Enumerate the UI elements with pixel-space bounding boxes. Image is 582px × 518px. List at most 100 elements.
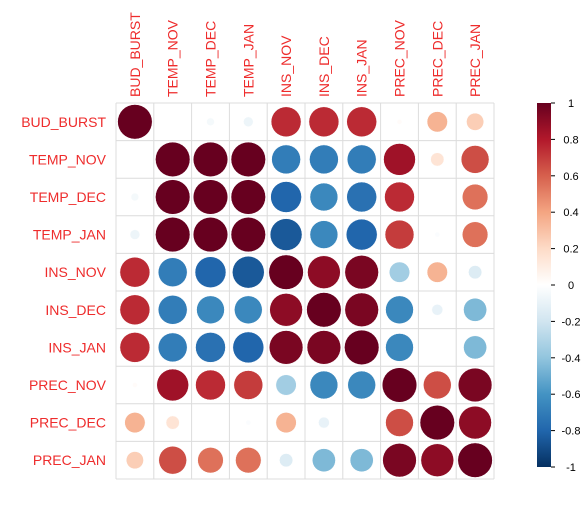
column-label: INS_DEC: [316, 36, 332, 97]
correlation-circle-ins_nov-ins_dec: [307, 255, 341, 289]
correlation-circle-prec_jan-ins_dec: [312, 448, 336, 473]
colorbar-tick-label: -0.4: [562, 353, 581, 365]
correlation-circles: [117, 104, 493, 478]
correlation-circle-prec_jan-prec_nov: [382, 443, 417, 478]
correlation-circle-bud_burst-prec_nov: [396, 119, 403, 125]
correlation-circle-prec_jan-temp_nov: [158, 446, 187, 475]
row-label: PREC_DEC: [30, 415, 106, 431]
correlation-circle-temp_dec-ins_jan: [346, 181, 377, 213]
correlation-circle-temp_nov-ins_nov: [271, 144, 301, 175]
correlation-circle-ins_nov-prec_dec: [426, 261, 448, 283]
correlation-circle-temp_nov-prec_jan: [460, 145, 490, 174]
correlation-circle-ins_dec-prec_jan: [463, 297, 487, 322]
correlation-circle-temp_nov-temp_dec: [192, 141, 229, 177]
column-label: BUD_BURST: [127, 12, 143, 97]
column-label: TEMP_JAN: [240, 24, 256, 97]
correlation-circle-temp_jan-bud_burst: [129, 229, 141, 240]
correlation-circle-temp_dec-temp_jan: [230, 179, 266, 215]
correlation-circle-temp_nov-temp_jan: [230, 141, 266, 177]
column-label: PREC_NOV: [392, 19, 408, 97]
colorbar-gradient: [537, 103, 551, 467]
colorbar-ticks: 1 0.8 0.6 0.4 0.2 0 -0.2 -0.4 -0.6 -0.8 -1: [551, 98, 580, 474]
column-label: PREC_DEC: [429, 21, 445, 97]
correlation-circle-temp_jan-temp_jan: [230, 217, 266, 253]
correlation-circle-ins_jan-prec_jan: [463, 335, 487, 360]
correlation-circle-ins_jan-temp_nov: [157, 332, 188, 363]
correlation-circle-temp_jan-temp_dec: [192, 217, 229, 253]
correlation-circle-temp_jan-ins_dec: [309, 220, 339, 249]
correlation-circle-ins_dec-ins_dec: [306, 292, 342, 328]
correlation-circle-ins_nov-prec_nov: [389, 261, 410, 283]
row-label: BUD_BURST: [21, 114, 106, 130]
correlation-circle-prec_nov-temp_dec: [195, 369, 226, 401]
correlation-circle-prec_nov-bud_burst: [132, 382, 138, 388]
colorbar-tick-label: 0: [568, 280, 574, 292]
correlation-circle-temp_dec-ins_dec: [309, 182, 339, 212]
correlation-circle-prec_jan-temp_jan: [235, 447, 262, 474]
correlation-circle-prec_nov-ins_nov: [275, 374, 297, 396]
row-label: TEMP_JAN: [33, 227, 106, 243]
column-label: PREC_JAN: [467, 24, 483, 97]
column-label: TEMP_NOV: [165, 19, 181, 97]
row-label: PREC_NOV: [29, 377, 107, 393]
correlation-circle-ins_nov-temp_jan: [232, 256, 265, 289]
row-label: PREC_JAN: [33, 452, 106, 468]
correlation-circle-prec_nov-prec_dec: [423, 370, 452, 400]
row-label: INS_NOV: [45, 264, 107, 280]
correlation-circle-temp_dec-prec_jan: [462, 183, 489, 211]
correlation-circle-ins_jan-ins_dec: [306, 330, 342, 365]
correlation-circle-ins_nov-ins_nov: [268, 254, 304, 290]
colorbar-tick-label: -0.2: [562, 316, 581, 328]
row-labels: BUD_BURST TEMP_NOV TEMP_DEC TEMP_JAN INS_NOV…: [21, 114, 106, 468]
colorbar: 1 0.8 0.6 0.4 0.2 0 -0.2 -0.4 -0.6 -0.8 -1: [537, 98, 580, 474]
correlation-circle-ins_jan-temp_dec: [195, 332, 226, 363]
correlation-circle-ins_jan-ins_jan: [344, 329, 380, 365]
row-label: TEMP_DEC: [30, 189, 106, 205]
correlation-circle-prec_nov-prec_jan: [457, 367, 493, 403]
correlation-circle-bud_burst-ins_nov: [270, 106, 302, 138]
correlation-circle-ins_jan-temp_jan: [232, 331, 265, 364]
correlation-circle-prec_nov-ins_dec: [309, 370, 339, 400]
correlation-circle-temp_jan-prec_jan: [462, 221, 489, 248]
correlation-circle-prec_nov-ins_jan: [347, 370, 376, 400]
correlation-circle-ins_dec-temp_jan: [234, 295, 263, 324]
correlation-circle-bud_burst-temp_dec: [206, 117, 215, 126]
correlation-circle-prec_jan-prec_jan: [457, 442, 493, 478]
correlation-circle-bud_burst-prec_jan: [466, 112, 485, 131]
correlation-circle-prec_nov-prec_nov: [381, 367, 418, 403]
correlation-circle-prec_dec-bud_burst: [124, 412, 146, 434]
correlation-circle-bud_burst-ins_jan: [346, 106, 377, 138]
correlation-circle-bud_burst-temp_jan: [243, 116, 254, 127]
correlation-circle-prec_dec-prec_nov: [385, 408, 414, 437]
correlation-circle-ins_nov-ins_jan: [344, 255, 379, 290]
correlation-circle-temp_jan-ins_jan: [345, 218, 378, 251]
correlation-circle-temp_dec-temp_dec: [192, 179, 229, 215]
column-label: TEMP_DEC: [203, 21, 219, 97]
correlation-circle-prec_jan-ins_nov: [279, 453, 294, 468]
correlation-circle-bud_burst-prec_dec: [426, 111, 448, 133]
correlation-circle-temp_nov-ins_jan: [346, 144, 377, 175]
column-label: INS_JAN: [354, 39, 370, 97]
correlation-circle-temp_dec-bud_burst: [130, 192, 140, 202]
colorbar-tick-label: -1: [566, 462, 576, 474]
colorbar-tick-label: 0.2: [563, 244, 578, 256]
correlation-circle-prec_jan-ins_jan: [349, 448, 374, 473]
correlation-circle-prec_dec-prec_jan: [458, 405, 492, 440]
row-label: TEMP_NOV: [29, 151, 107, 167]
correlation-circle-ins_dec-temp_dec: [196, 295, 225, 324]
correlation-circle-prec_dec-prec_dec: [419, 405, 455, 441]
correlation-circle-ins_dec-prec_nov: [385, 295, 414, 324]
correlation-circle-temp_dec-ins_nov: [270, 181, 302, 213]
colorbar-tick-label: 0.6: [563, 171, 578, 183]
correlation-circle-ins_jan-bud_burst: [119, 332, 151, 363]
correlation-circle-temp_dec-prec_nov: [384, 181, 415, 213]
correlation-circle-prec_dec-temp_nov: [165, 415, 180, 430]
correlation-circle-bud_burst-ins_dec: [308, 106, 340, 138]
correlation-circle-ins_dec-bud_burst: [119, 294, 151, 326]
correlation-circle-ins_nov-temp_nov: [157, 257, 188, 287]
correlation-circle-temp_nov-prec_dec: [430, 152, 445, 167]
column-label: INS_NOV: [278, 35, 294, 97]
correlation-circle-ins_nov-bud_burst: [119, 256, 151, 288]
matrix-grid: [115, 102, 495, 480]
